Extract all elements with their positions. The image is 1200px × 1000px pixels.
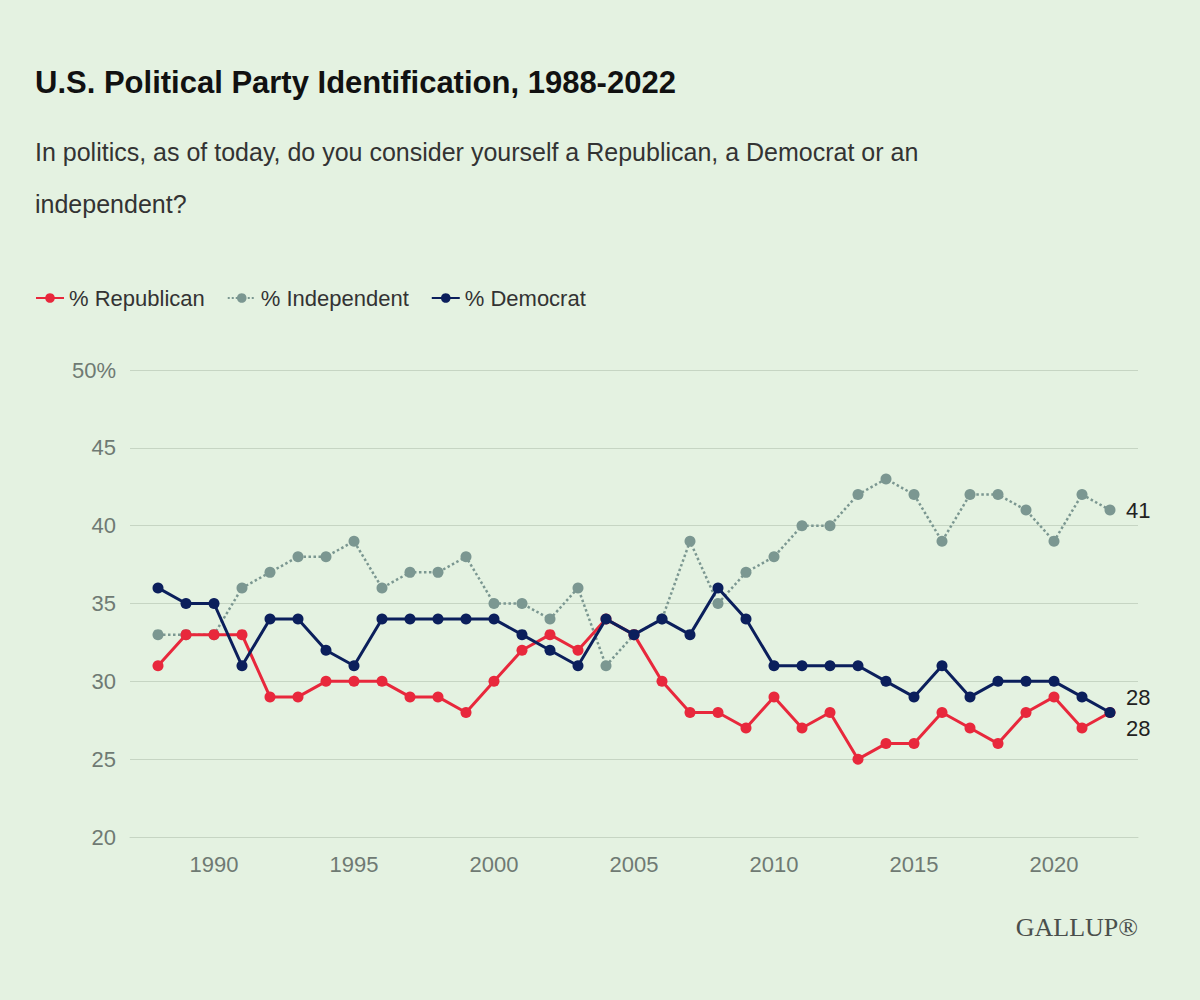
svg-text:2000: 2000 [470,852,519,877]
svg-text:independent?: independent? [35,190,187,218]
svg-text:28: 28 [1126,685,1150,710]
svg-text:30: 30 [92,669,116,694]
svg-text:1995: 1995 [330,852,379,877]
svg-text:35: 35 [92,591,116,616]
svg-text:50%: 50% [72,358,116,383]
svg-text:1990: 1990 [190,852,239,877]
svg-text:2020: 2020 [1030,852,1079,877]
svg-text:28: 28 [1126,716,1150,741]
svg-text:45: 45 [92,435,116,460]
svg-text:41: 41 [1126,498,1150,523]
svg-text:2015: 2015 [890,852,939,877]
svg-text:40: 40 [92,513,116,538]
svg-text:25: 25 [92,747,116,772]
svg-text:% Democrat: % Democrat [465,286,586,311]
svg-text:% Independent: % Independent [261,286,409,311]
svg-text:20: 20 [92,825,116,850]
svg-text:U.S. Political Party Identific: U.S. Political Party Identification, 198… [35,65,676,100]
svg-text:GALLUP®: GALLUP® [1016,913,1138,942]
svg-text:% Republican: % Republican [69,286,205,311]
svg-text:2005: 2005 [610,852,659,877]
svg-text:2010: 2010 [750,852,799,877]
svg-text:In politics, as of today, do y: In politics, as of today, do you conside… [35,138,925,166]
